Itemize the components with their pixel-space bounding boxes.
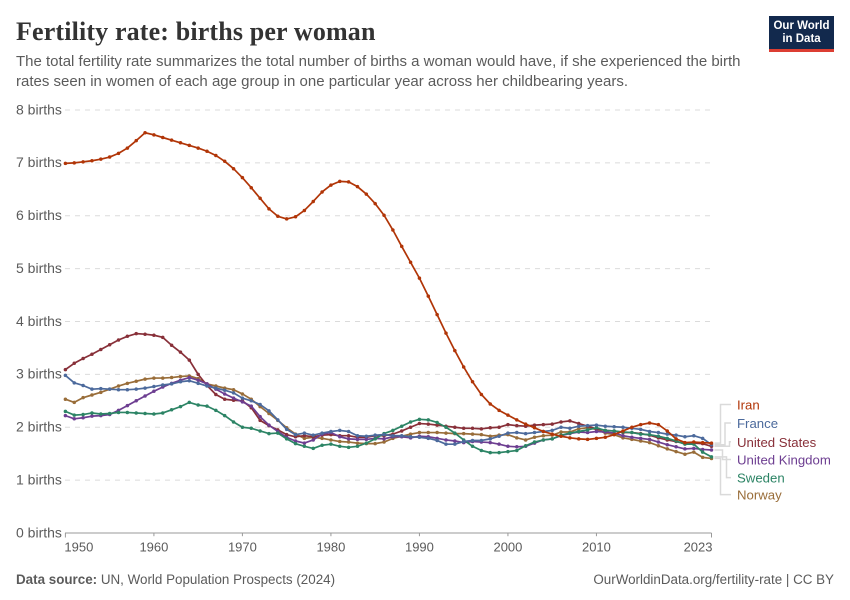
svg-text:2000: 2000 xyxy=(493,540,522,555)
svg-text:Norway: Norway xyxy=(737,488,782,503)
svg-text:3 births: 3 births xyxy=(16,366,62,382)
svg-text:1990: 1990 xyxy=(405,540,434,555)
svg-text:4 births: 4 births xyxy=(16,313,62,329)
svg-text:2010: 2010 xyxy=(582,540,611,555)
svg-text:1980: 1980 xyxy=(316,540,345,555)
svg-text:1 births: 1 births xyxy=(16,471,62,487)
svg-text:Iran: Iran xyxy=(737,398,760,413)
svg-text:1950: 1950 xyxy=(64,540,93,555)
svg-text:1960: 1960 xyxy=(139,540,168,555)
svg-text:Sweden: Sweden xyxy=(737,471,785,486)
svg-text:2023: 2023 xyxy=(684,540,713,555)
svg-text:6 births: 6 births xyxy=(16,207,62,223)
svg-text:United Kingdom: United Kingdom xyxy=(737,453,831,468)
svg-text:8 births: 8 births xyxy=(16,101,62,117)
svg-text:5 births: 5 births xyxy=(16,260,62,276)
svg-text:United States: United States xyxy=(737,435,817,450)
svg-text:France: France xyxy=(737,416,778,431)
svg-text:0 births: 0 births xyxy=(16,524,62,540)
svg-text:2 births: 2 births xyxy=(16,419,62,435)
svg-text:1970: 1970 xyxy=(228,540,257,555)
svg-text:7 births: 7 births xyxy=(16,154,62,170)
